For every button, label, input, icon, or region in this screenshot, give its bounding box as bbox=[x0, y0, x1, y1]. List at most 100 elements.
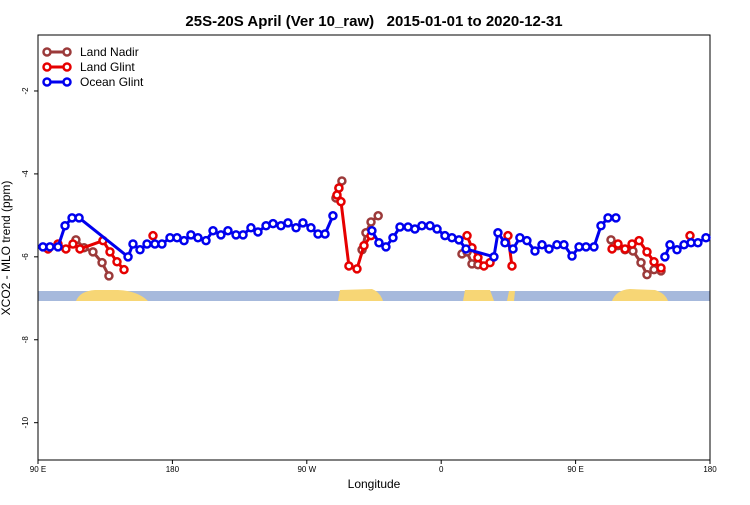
data-point bbox=[366, 217, 376, 227]
plot-frame bbox=[37, 34, 711, 461]
data-point bbox=[97, 257, 107, 268]
data-point bbox=[417, 220, 427, 231]
data-point bbox=[367, 225, 377, 236]
data-point bbox=[45, 242, 55, 252]
data-point bbox=[660, 252, 670, 262]
data-point bbox=[374, 237, 384, 248]
data-point bbox=[246, 223, 256, 233]
data-point bbox=[693, 237, 703, 248]
data-point bbox=[493, 228, 503, 238]
land-area bbox=[338, 289, 383, 301]
data-point bbox=[537, 240, 547, 250]
data-point bbox=[53, 242, 63, 252]
data-point bbox=[701, 233, 711, 243]
data-point bbox=[61, 244, 71, 254]
data-point bbox=[157, 239, 167, 249]
data-point bbox=[454, 235, 464, 245]
data-point bbox=[473, 252, 483, 263]
data-point bbox=[135, 245, 145, 255]
data-point bbox=[344, 261, 354, 271]
data-point bbox=[193, 233, 203, 243]
legend-label: Land Glint bbox=[80, 60, 135, 74]
data-point bbox=[201, 235, 211, 246]
data-point bbox=[627, 239, 637, 249]
data-point bbox=[559, 240, 569, 250]
y-tick-label: -4 bbox=[21, 170, 30, 178]
data-point bbox=[123, 252, 133, 262]
legend-marker bbox=[42, 47, 52, 57]
y-tick-label: -2 bbox=[21, 87, 30, 95]
data-point bbox=[613, 239, 623, 249]
data-point bbox=[238, 230, 248, 240]
data-point bbox=[620, 244, 630, 254]
data-point bbox=[68, 239, 78, 249]
data-point bbox=[112, 257, 122, 267]
data-point bbox=[336, 196, 346, 207]
data-point bbox=[388, 233, 398, 243]
data-point bbox=[410, 224, 420, 234]
land-area bbox=[612, 289, 668, 301]
x-tick-label: 90 E bbox=[30, 465, 46, 474]
data-point bbox=[148, 230, 158, 241]
data-point bbox=[306, 223, 316, 233]
y-tick-label: -8 bbox=[21, 336, 30, 344]
data-point bbox=[607, 244, 617, 254]
data-point bbox=[208, 225, 218, 236]
data-point bbox=[649, 257, 659, 267]
data-point bbox=[75, 244, 85, 254]
data-point bbox=[395, 222, 405, 232]
data-point bbox=[581, 242, 591, 252]
y-tick-label: -10 bbox=[21, 416, 30, 428]
legend-marker bbox=[62, 77, 72, 87]
data-point bbox=[500, 237, 510, 248]
data-point bbox=[589, 242, 599, 252]
data-point bbox=[636, 257, 646, 268]
data-point bbox=[642, 247, 652, 257]
legend-label: Land Nadir bbox=[80, 45, 139, 59]
data-point bbox=[60, 220, 70, 231]
data-point bbox=[104, 271, 114, 281]
data-point bbox=[334, 183, 344, 193]
land-area bbox=[463, 290, 494, 301]
data-point bbox=[507, 261, 517, 271]
data-point bbox=[530, 246, 540, 256]
legend-label: Ocean Glint bbox=[80, 75, 144, 89]
data-point bbox=[672, 245, 682, 255]
data-point bbox=[128, 239, 138, 249]
data-point bbox=[642, 269, 652, 280]
data-point bbox=[606, 235, 616, 245]
data-point bbox=[88, 247, 98, 257]
legend-marker bbox=[62, 47, 72, 57]
data-point bbox=[508, 244, 518, 254]
x-tick-label: 180 bbox=[166, 465, 180, 474]
legend-marker bbox=[62, 62, 72, 72]
y-axis-label: XCO2 - MLO trend (ppm) bbox=[0, 181, 13, 316]
data-point bbox=[462, 230, 472, 241]
data-point bbox=[634, 235, 644, 246]
data-point bbox=[603, 213, 613, 223]
land-area bbox=[76, 290, 148, 301]
x-tick-label: 180 bbox=[703, 465, 717, 474]
data-point bbox=[359, 240, 369, 251]
data-point bbox=[544, 244, 554, 254]
data-point bbox=[567, 251, 577, 261]
x-tick-label: 0 bbox=[439, 465, 444, 474]
land-area bbox=[507, 291, 515, 301]
data-point bbox=[611, 213, 621, 223]
data-point bbox=[522, 235, 532, 246]
data-point bbox=[665, 240, 675, 250]
data-point bbox=[216, 230, 226, 240]
chart-title: 25S-20S April (Ver 10_raw) 2015-01-01 to… bbox=[185, 13, 562, 30]
x-tick-label: 90 E bbox=[567, 465, 583, 474]
data-point bbox=[74, 213, 84, 223]
data-point bbox=[461, 244, 471, 254]
data-point bbox=[119, 264, 129, 275]
data-point bbox=[656, 263, 666, 273]
land-mask bbox=[38, 289, 710, 301]
data-point bbox=[352, 264, 362, 274]
data-point bbox=[283, 218, 293, 228]
data-point bbox=[142, 239, 152, 249]
data-point bbox=[425, 220, 435, 231]
